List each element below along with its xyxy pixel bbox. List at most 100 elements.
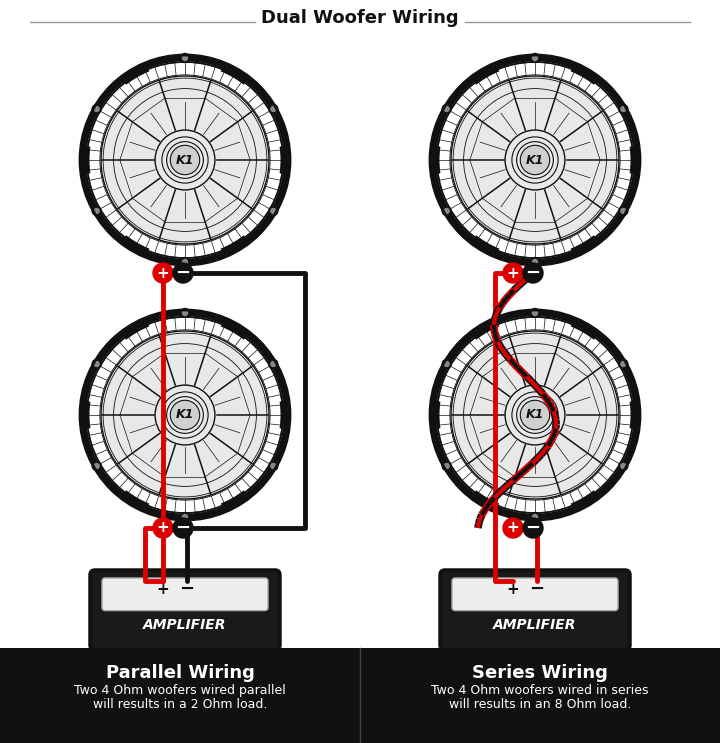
FancyBboxPatch shape [440, 570, 630, 650]
Circle shape [181, 308, 189, 317]
Circle shape [153, 518, 173, 538]
Circle shape [94, 209, 99, 213]
Circle shape [269, 461, 278, 470]
Circle shape [271, 362, 276, 366]
Wedge shape [121, 63, 149, 85]
Circle shape [621, 209, 626, 213]
Circle shape [94, 106, 99, 111]
Circle shape [505, 130, 565, 190]
Wedge shape [121, 236, 149, 257]
Circle shape [618, 360, 628, 369]
Text: K1: K1 [176, 154, 194, 166]
Circle shape [533, 259, 538, 265]
Circle shape [621, 464, 626, 469]
Text: +: + [157, 265, 169, 281]
Wedge shape [629, 400, 639, 429]
Bar [0, 648, 720, 743]
Text: Two 4 Ohm woofers wired in series: Two 4 Ohm woofers wired in series [431, 684, 649, 697]
Circle shape [80, 55, 290, 265]
Circle shape [503, 263, 523, 283]
Circle shape [442, 105, 451, 114]
Text: −: − [176, 519, 191, 537]
Wedge shape [221, 318, 249, 340]
Circle shape [271, 106, 276, 111]
Circle shape [618, 461, 628, 470]
Wedge shape [571, 236, 599, 257]
Text: will results in a 2 Ohm load.: will results in a 2 Ohm load. [93, 698, 267, 711]
Text: +: + [507, 521, 519, 536]
Wedge shape [571, 490, 599, 512]
Text: K1: K1 [526, 154, 544, 166]
Circle shape [94, 464, 99, 469]
Circle shape [92, 207, 102, 215]
Circle shape [442, 207, 451, 215]
Circle shape [155, 130, 215, 190]
Text: −: − [526, 519, 541, 537]
Wedge shape [471, 318, 499, 340]
Circle shape [92, 105, 102, 114]
Circle shape [444, 209, 449, 213]
Text: AMPLIFIER: AMPLIFIER [143, 618, 227, 632]
Text: will results in an 8 Ohm load.: will results in an 8 Ohm load. [449, 698, 631, 711]
Wedge shape [121, 318, 149, 340]
Wedge shape [221, 236, 249, 257]
Circle shape [92, 360, 102, 369]
Text: Dual Woofer Wiring: Dual Woofer Wiring [261, 9, 459, 27]
Text: +: + [157, 521, 169, 536]
Wedge shape [629, 146, 639, 175]
Circle shape [155, 385, 215, 445]
Wedge shape [431, 146, 441, 175]
Text: −: − [526, 264, 541, 282]
Circle shape [437, 62, 633, 258]
Text: −: − [529, 580, 544, 598]
Wedge shape [81, 146, 91, 175]
Wedge shape [279, 400, 289, 429]
Circle shape [171, 146, 199, 175]
Circle shape [269, 207, 278, 215]
Circle shape [531, 308, 539, 317]
Circle shape [531, 53, 539, 62]
Circle shape [182, 259, 187, 265]
Circle shape [505, 385, 565, 445]
Circle shape [533, 311, 538, 316]
Circle shape [521, 146, 549, 175]
Circle shape [271, 464, 276, 469]
Text: AMPLIFIER: AMPLIFIER [493, 618, 577, 632]
Circle shape [533, 514, 538, 519]
Wedge shape [471, 63, 499, 85]
Circle shape [181, 258, 189, 267]
Circle shape [523, 263, 543, 283]
Text: −: − [176, 264, 191, 282]
Circle shape [171, 400, 199, 429]
Circle shape [621, 106, 626, 111]
FancyBboxPatch shape [90, 570, 280, 650]
Text: +: + [157, 582, 169, 597]
Circle shape [181, 53, 189, 62]
Wedge shape [221, 490, 249, 512]
Text: +: + [507, 582, 519, 597]
Circle shape [271, 209, 276, 213]
Wedge shape [221, 63, 249, 85]
Circle shape [430, 55, 640, 265]
Circle shape [531, 513, 539, 522]
Circle shape [182, 311, 187, 316]
Circle shape [523, 518, 543, 538]
Circle shape [92, 461, 102, 470]
Text: +: + [507, 265, 519, 281]
Wedge shape [471, 236, 499, 257]
Wedge shape [279, 146, 289, 175]
Circle shape [618, 105, 628, 114]
Wedge shape [571, 63, 599, 85]
Text: −: − [179, 580, 194, 598]
FancyBboxPatch shape [102, 578, 268, 611]
Wedge shape [571, 318, 599, 340]
FancyBboxPatch shape [452, 578, 618, 611]
Circle shape [173, 518, 193, 538]
Wedge shape [121, 490, 149, 512]
Circle shape [182, 514, 187, 519]
Wedge shape [471, 490, 499, 512]
Circle shape [269, 105, 278, 114]
Wedge shape [431, 400, 441, 429]
Circle shape [87, 317, 283, 513]
Circle shape [444, 106, 449, 111]
